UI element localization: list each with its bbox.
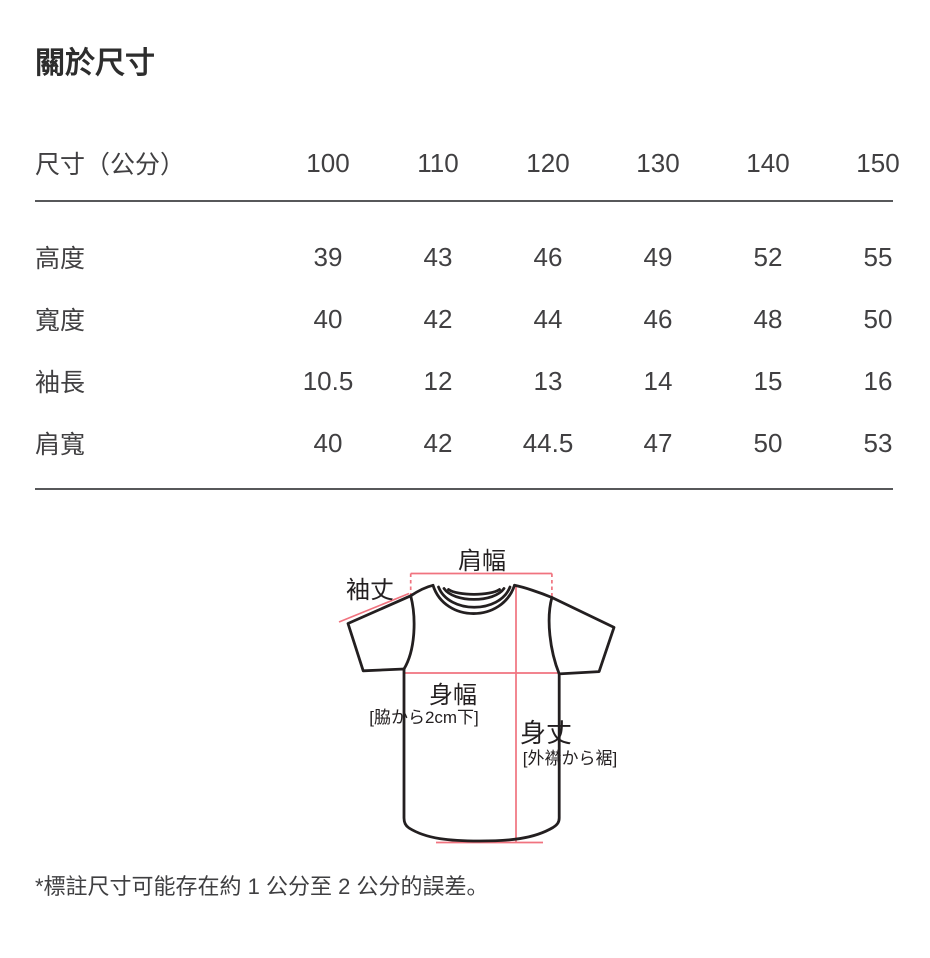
size-col-150: 150 bbox=[856, 147, 900, 178]
cell-value: 47 bbox=[643, 427, 673, 458]
body-length-note: [外襟から裾] bbox=[523, 749, 617, 768]
body-width-note: [脇から2cm下] bbox=[369, 708, 479, 727]
sleeve-length-dimension-line bbox=[338, 592, 410, 623]
cell-value: 40 bbox=[313, 427, 343, 458]
cell-value: 50 bbox=[863, 303, 893, 334]
table-row-shoulder-width: 肩寬 40 42 44.5 47 50 53 bbox=[35, 412, 895, 474]
cell-value: 12 bbox=[423, 365, 453, 396]
cell-value: 48 bbox=[753, 303, 783, 334]
cell-value: 13 bbox=[533, 365, 563, 396]
size-unit-header: 尺寸（公分） bbox=[35, 151, 186, 179]
dimension-lines bbox=[338, 572, 560, 844]
tshirt-silhouette bbox=[346, 583, 616, 843]
page-title: 關於尺寸 bbox=[35, 47, 155, 80]
tshirt-outline bbox=[346, 583, 616, 843]
cell-value: 14 bbox=[643, 365, 673, 396]
size-table-body: 高度 39 43 46 49 52 55 寬度 40 42 44 46 48 5… bbox=[35, 202, 895, 488]
size-col-100: 100 bbox=[306, 147, 350, 178]
collar-rib-line-2 bbox=[447, 588, 501, 596]
table-bottom-rule bbox=[35, 488, 893, 490]
tshirt-measurement-diagram: 肩幅 袖丈 身幅 [脇から2cm下] 身丈 [外襟から裾] bbox=[330, 546, 630, 856]
size-col-120: 120 bbox=[526, 147, 570, 178]
size-table: 尺寸（公分） 100 110 120 130 140 150 高度 39 43 … bbox=[35, 126, 900, 490]
size-guide-section: 關於尺寸 尺寸（公分） 100 110 120 130 140 150 高度 3… bbox=[35, 47, 900, 899]
cell-value: 46 bbox=[533, 241, 563, 272]
cell-value: 42 bbox=[423, 427, 453, 458]
tshirt-diagram-svg: 肩幅 袖丈 身幅 [脇から2cm下] 身丈 [外襟から裾] bbox=[338, 548, 617, 844]
row-label: 肩寬 bbox=[35, 431, 86, 459]
sleeve-length-label: 袖丈 bbox=[346, 577, 394, 604]
size-col-130: 130 bbox=[636, 147, 680, 178]
cell-value: 15 bbox=[753, 365, 783, 396]
cell-value: 46 bbox=[643, 303, 673, 334]
cell-value: 44 bbox=[533, 303, 563, 334]
cell-value: 52 bbox=[753, 241, 783, 272]
collar-outer-curve bbox=[431, 583, 516, 615]
size-col-110: 110 bbox=[417, 147, 459, 178]
cell-value: 55 bbox=[863, 241, 893, 272]
cell-value: 49 bbox=[643, 241, 673, 272]
cell-value: 42 bbox=[423, 303, 453, 334]
table-row-sleeve-length: 袖長 10.5 12 13 14 15 16 bbox=[35, 350, 895, 412]
table-top-rule bbox=[35, 200, 893, 202]
size-table-header-row: 尺寸（公分） 100 110 120 130 140 150 bbox=[35, 126, 900, 200]
cell-value: 43 bbox=[423, 241, 453, 272]
table-row-height: 高度 39 43 46 49 52 55 bbox=[35, 226, 895, 288]
size-tolerance-footnote: *標註尺寸可能存在約 1 公分至 2 公分的誤差。 bbox=[35, 874, 489, 899]
cell-value: 16 bbox=[863, 365, 893, 396]
cell-value: 10.5 bbox=[302, 365, 354, 396]
body-length-label: 身丈 bbox=[520, 718, 572, 748]
cell-value: 40 bbox=[313, 303, 343, 334]
collar-rib-line-1 bbox=[442, 587, 506, 601]
table-row-width: 寬度 40 42 44 46 48 50 bbox=[35, 288, 895, 350]
cell-value: 39 bbox=[313, 241, 343, 272]
cell-value: 50 bbox=[753, 427, 783, 458]
row-label: 高度 bbox=[35, 245, 86, 273]
body-width-label: 身幅 bbox=[429, 682, 477, 709]
collar-band-curve bbox=[437, 585, 512, 609]
shoulder-width-label: 肩幅 bbox=[458, 548, 506, 575]
row-label: 寬度 bbox=[35, 307, 86, 335]
row-label: 袖長 bbox=[35, 369, 86, 397]
armhole-seam-right bbox=[547, 596, 561, 676]
armhole-seam-left bbox=[402, 594, 416, 671]
cell-value: 53 bbox=[863, 427, 893, 458]
size-col-140: 140 bbox=[746, 147, 790, 178]
cell-value: 44.5 bbox=[522, 427, 574, 458]
